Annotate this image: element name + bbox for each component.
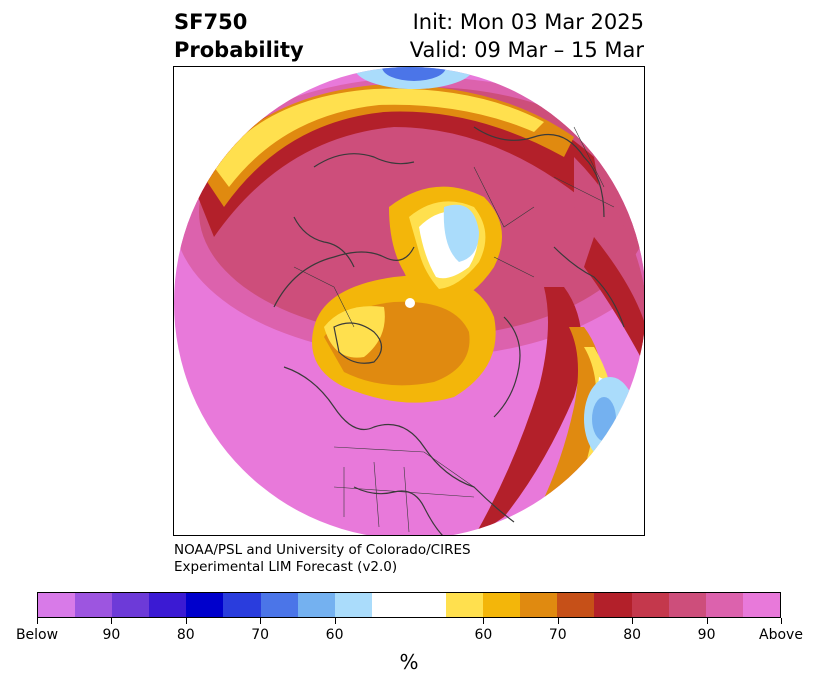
color-swatch (520, 593, 558, 617)
colorbar-tick-label: Above (759, 627, 803, 643)
colorbar-tick-label: 90 (102, 627, 121, 643)
colorbar-tick-label: 70 (548, 627, 567, 643)
forecast-map (173, 66, 645, 536)
product-name: SF750 (174, 10, 248, 34)
colorbar-tick-label: Below (15, 627, 59, 643)
color-swatch (483, 593, 521, 617)
colorbar-tick (781, 618, 782, 624)
valid-range: Valid: 09 Mar – 15 Mar (409, 38, 644, 62)
color-swatch (260, 593, 298, 617)
political-boundaries (293, 126, 615, 533)
color-swatch (112, 593, 150, 617)
colorbar-tick (334, 618, 336, 624)
color-swatch (38, 593, 76, 617)
colorbar-tick (260, 618, 262, 624)
color-swatch (334, 593, 372, 617)
colorbar-tick-label: 70 (251, 627, 270, 643)
color-swatch (186, 593, 224, 617)
color-swatch (557, 593, 595, 617)
colorbar-tick-label: 80 (176, 627, 195, 643)
color-scale-unit: % (399, 650, 419, 674)
polar-projection-map (174, 67, 644, 535)
color-swatch (75, 593, 113, 617)
colorbar-tick-label: 60 (325, 627, 344, 643)
color-swatch (705, 593, 743, 617)
colorbar-tick (632, 618, 634, 624)
coastlines (273, 126, 625, 535)
colorbar-tick-label: 80 (623, 627, 642, 643)
color-swatch (408, 593, 447, 617)
color-swatch (223, 593, 261, 617)
probability-field (174, 67, 644, 535)
colorbar-tick (37, 618, 38, 624)
colorbar-tick (557, 618, 559, 624)
color-swatch (742, 593, 780, 617)
map-title: SF750 Probability (174, 8, 304, 64)
color-swatch (149, 593, 187, 617)
color-scale-bar (37, 592, 781, 618)
color-swatch (446, 593, 484, 617)
color-swatch (371, 593, 409, 617)
colorbar-tick-label: 60 (474, 627, 493, 643)
credit-line-2: Experimental LIM Forecast (v2.0) (174, 559, 398, 575)
colorbar-tick (706, 618, 708, 624)
colorbar-tick (185, 618, 187, 624)
product-type: Probability (174, 38, 304, 62)
credit-line-1: NOAA/PSL and University of Colorado/CIRE… (174, 542, 471, 558)
credit-text: NOAA/PSL and University of Colorado/CIRE… (174, 542, 471, 576)
colorbar-tick (111, 618, 113, 624)
color-swatch (297, 593, 335, 617)
colorbar-tick (483, 618, 485, 624)
color-swatch (631, 593, 669, 617)
init-date: Init: Mon 03 Mar 2025 (412, 10, 644, 34)
colorbar-tick-label: 90 (697, 627, 716, 643)
forecast-dates: Init: Mon 03 Mar 2025 Valid: 09 Mar – 15… (410, 8, 644, 64)
color-swatch (668, 593, 706, 617)
color-swatch (594, 593, 632, 617)
